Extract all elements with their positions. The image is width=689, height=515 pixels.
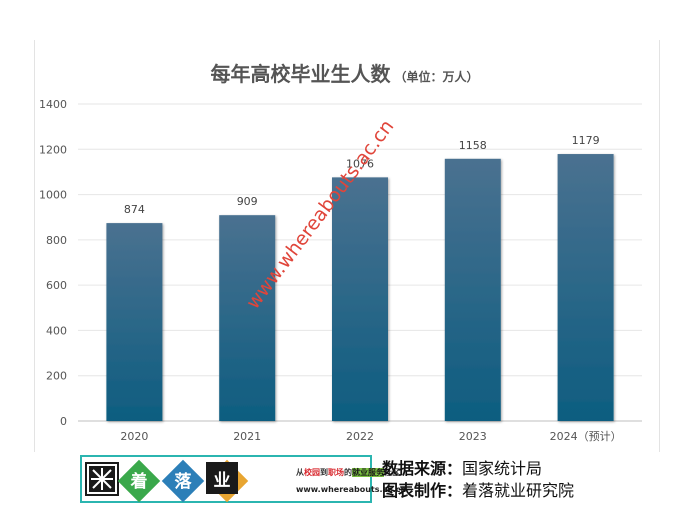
x-tick-label: 2024（预计） <box>550 430 622 443</box>
logo-url: www.whereabouts.ac.cn <box>296 485 407 494</box>
source-data-line: 数据来源：国家统计局 <box>382 458 574 480</box>
y-tick-label: 1200 <box>39 143 67 156</box>
data-label: 909 <box>237 195 258 208</box>
logo-tile-0 <box>85 462 119 496</box>
y-tick-label: 600 <box>46 279 67 292</box>
y-tick-label: 800 <box>46 234 67 247</box>
data-label: 1179 <box>572 134 600 147</box>
bar <box>219 215 276 421</box>
bar <box>332 177 388 421</box>
bar <box>444 158 501 421</box>
x-tick-label: 2021 <box>233 430 261 443</box>
y-tick-label: 400 <box>46 324 67 337</box>
x-tick-label: 2023 <box>459 430 487 443</box>
logo-slogan: 从校园到职场的就业服务社区 <box>296 467 400 478</box>
y-tick-label: 1400 <box>39 98 67 111</box>
source-data-value: 国家统计局 <box>462 459 543 478</box>
source-made-label: 图表制作： <box>382 481 463 500</box>
bar-chart: 0 200 400 600 800 1000 1200 1400 874 2020 909 2021 1… <box>39 98 642 443</box>
data-label: 874 <box>124 203 145 216</box>
slogan-part-5: 就业服务 <box>352 468 384 477</box>
bar <box>106 223 163 421</box>
slogan-part-4: 的 <box>344 468 352 477</box>
chart-title-unit: （单位：万人） <box>394 70 479 84</box>
data-label: 1158 <box>459 139 487 152</box>
chart-title-text: 每年高校毕业生人数 <box>210 62 391 86</box>
slogan-part-1: 校园 <box>304 468 320 477</box>
slogan-part-2: 到 <box>320 468 328 477</box>
logo-char-2: 落 <box>174 471 192 492</box>
chart-title: 每年高校毕业生人数 （单位：万人） <box>0 58 689 87</box>
logo-char-4: 业 <box>213 470 231 491</box>
x-tick-label: 2022 <box>346 430 374 443</box>
slogan-part-6: 社区 <box>384 468 400 477</box>
logo-tile-2: 落 <box>161 459 205 503</box>
source-data-label: 数据来源： <box>382 459 463 478</box>
logo-tile-1: 着 <box>117 459 161 503</box>
slogan-part-0: 从 <box>296 468 304 477</box>
source-made-value: 着落就业研究院 <box>462 481 575 500</box>
logo-char-1: 着 <box>130 471 148 492</box>
source-made-line: 图表制作：着落就业研究院 <box>382 480 574 502</box>
y-tick-label: 1000 <box>39 189 67 202</box>
logo-tile-ye: 业 <box>206 462 238 494</box>
y-tick-label: 0 <box>60 415 67 428</box>
slogan-part-3: 职场 <box>328 468 344 477</box>
logo-emblem-icon <box>85 462 119 496</box>
bar <box>557 154 614 421</box>
data-label: 1076 <box>346 157 374 170</box>
y-tick-label: 200 <box>46 370 67 383</box>
source-block: 数据来源：国家统计局 图表制作：着落就业研究院 <box>382 458 574 502</box>
x-tick-label: 2020 <box>120 430 148 443</box>
